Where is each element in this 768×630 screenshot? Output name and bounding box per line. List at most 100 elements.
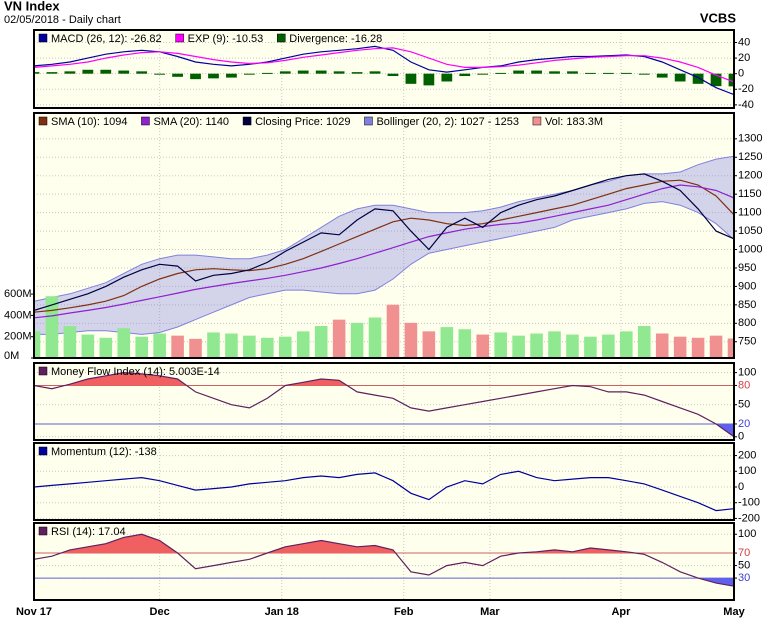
bar: [172, 73, 183, 77]
y-tick-label: -200: [738, 512, 760, 524]
volume-bar: [386, 304, 400, 358]
x-tick-label: Jan 18: [265, 606, 299, 618]
volume-bar: [530, 333, 543, 358]
bar: [459, 73, 471, 77]
legend-swatch: [532, 116, 542, 126]
bar: [710, 73, 722, 87]
volume-bar: [332, 319, 346, 358]
overbought-fill: [34, 534, 734, 554]
y-tick-label: 200: [738, 449, 756, 461]
y-tick-label: 1200: [738, 170, 762, 182]
legend-label: RSI (14): 17.04: [51, 526, 126, 538]
bar: [477, 73, 489, 75]
x-tick-label: Feb: [394, 606, 414, 618]
y-tick-label: 50: [738, 559, 750, 571]
legend-label: MACD (26, 12): -26.82: [51, 33, 162, 45]
y-tick-label: 1000: [738, 243, 762, 255]
bar: [226, 73, 237, 78]
bar: [602, 72, 614, 74]
y-tick-label: 1250: [738, 151, 762, 163]
y-tick-label: 100: [738, 367, 756, 379]
bar: [495, 72, 507, 74]
line: [34, 47, 734, 83]
y-tick-label: 1150: [738, 188, 762, 200]
volume-bar: [673, 336, 687, 358]
volume-bar: [99, 337, 113, 358]
volume-bar: [494, 332, 507, 358]
volume-bar: [45, 296, 59, 358]
volume-bar: [189, 338, 202, 358]
volume-bar: [548, 331, 561, 358]
legend-swatch: [38, 526, 48, 536]
legend-swatch: [38, 116, 48, 126]
y-tick-label: 800: [738, 317, 756, 329]
bar: [64, 71, 76, 74]
x-tick-label: May: [723, 606, 745, 618]
bar: [692, 73, 704, 84]
y-tick-label: 100: [738, 465, 756, 477]
bar: [244, 73, 255, 75]
volume-bar: [727, 338, 734, 358]
bar: [46, 72, 58, 74]
volume-bar: [171, 335, 184, 358]
bar: [513, 70, 524, 74]
bar: [549, 71, 560, 74]
bar: [656, 73, 668, 78]
bar: [118, 70, 130, 74]
bollinger-upper: [34, 155, 734, 302]
volume-bar: [476, 334, 489, 358]
y2-tick-label: 400M: [4, 309, 32, 321]
volume-bar: [314, 326, 328, 358]
volume-bar: [440, 327, 454, 358]
y-tick-label: 80: [738, 379, 750, 391]
line: [34, 184, 734, 319]
bar: [333, 71, 345, 74]
volume-bar: [368, 317, 382, 358]
bollinger-lower: [34, 201, 734, 335]
bar: [34, 72, 40, 74]
legend-label: Bollinger (20, 2): 1027 - 1253: [376, 116, 518, 128]
legend-swatch: [38, 366, 48, 376]
line: [34, 173, 734, 311]
legend-label: SMA (20): 1140: [153, 116, 229, 128]
legend-swatch: [38, 446, 48, 456]
volume-bar: [135, 336, 148, 358]
bar: [351, 72, 363, 74]
bar: [674, 73, 686, 82]
legend-swatch: [277, 33, 286, 43]
volume-bar: [620, 331, 633, 358]
y-tick-label: 950: [738, 262, 756, 274]
bar: [369, 71, 381, 74]
bar: [279, 71, 291, 74]
bar: [441, 73, 453, 82]
y-tick-label: 0: [738, 431, 744, 443]
line: [34, 533, 734, 587]
volume-bar: [512, 335, 525, 358]
bar: [728, 73, 734, 87]
y-tick-label: 20: [738, 418, 750, 430]
panel-border: [33, 29, 735, 109]
volume-bar: [566, 334, 579, 358]
y-tick-label: 0: [738, 481, 744, 493]
volume-bar: [584, 336, 597, 358]
y-tick-label: 1100: [738, 207, 762, 219]
bar: [261, 72, 273, 74]
bar: [82, 69, 94, 74]
legend-label: Vol: 183.3M: [545, 116, 603, 128]
bar: [297, 70, 309, 74]
y-tick-label: 30: [738, 572, 750, 584]
panel-background: [34, 30, 734, 108]
volume-bar: [404, 322, 418, 358]
volume-bar: [655, 333, 669, 358]
legend-label: Closing Price: 1029: [255, 116, 350, 128]
panel-background: [34, 113, 734, 358]
bar: [567, 71, 578, 74]
volume-bar: [637, 326, 651, 358]
line: [34, 470, 734, 512]
panel-border: [33, 112, 735, 359]
y-tick-label: 850: [738, 299, 756, 311]
chart-subtitle: 02/05/2018 - Daily chart: [4, 14, 121, 26]
volume-bar: [602, 334, 615, 358]
volume-bar: [207, 332, 220, 358]
